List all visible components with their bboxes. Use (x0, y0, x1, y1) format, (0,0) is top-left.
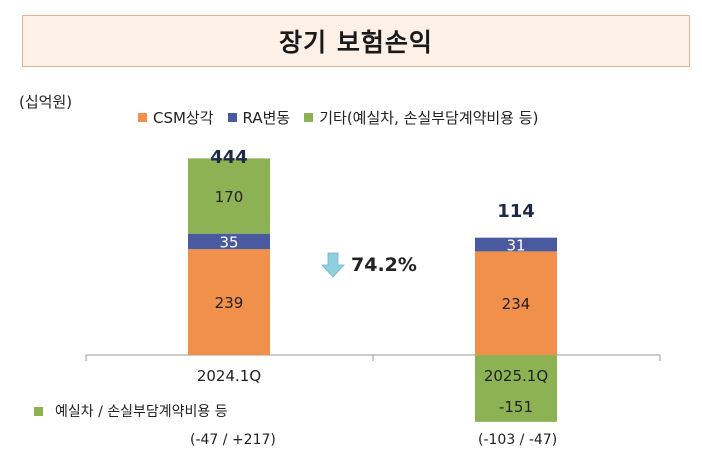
legend-label-csm: CSM상각 (153, 109, 214, 127)
legend-label-ra: RA변동 (242, 109, 291, 127)
legend-item-ra: RA변동 (227, 107, 291, 128)
data-label-0-2: 170 (215, 188, 244, 206)
total-label-1: 114 (497, 201, 535, 222)
legend-swatch-ra (227, 113, 237, 122)
data-label-0-1: 35 (219, 233, 238, 251)
bar-segment-0-1 (188, 233, 270, 250)
legend-label-other: 기타(예실차, 손실부담계약비용 등) (319, 109, 539, 127)
category-label-0: 2024.1Q (197, 367, 261, 385)
down-arrow-icon (321, 252, 345, 278)
bar-segment-1-1 (475, 237, 557, 252)
title-box: 장기 보험손익 (22, 15, 690, 67)
footnote-2024: (-47 / +217) (190, 432, 276, 448)
footnote-2025: (-103 / -47) (478, 432, 558, 448)
legend-swatch-csm (138, 113, 147, 122)
bar-segment-1-2 (475, 355, 557, 422)
bar-segment-0-0 (188, 249, 270, 355)
change-indicator: 74.2% (321, 252, 417, 278)
bar-segment-1-0 (475, 251, 557, 355)
legend-swatch-other (304, 113, 314, 122)
data-label-1-0: 234 (502, 295, 531, 313)
unit-label: (십억원) (19, 93, 73, 111)
legend-item-other: 기타(예실차, 손실부담계약비용 등) (304, 107, 538, 128)
footnote-label: 예실차 / 손실부담계약비용 등 (55, 404, 228, 420)
page-title: 장기 보험손익 (279, 28, 433, 57)
category-label-1: 2025.1Q (484, 367, 548, 385)
data-label-1-1: 31 (506, 237, 525, 255)
footnote-swatch (34, 406, 43, 416)
data-label-0-0: 239 (215, 294, 244, 312)
bar-segment-0-2 (188, 158, 270, 234)
data-label-1-2: -151 (499, 398, 533, 416)
total-label-0: 444 (210, 147, 248, 168)
change-percent: 74.2% (351, 254, 417, 276)
chart-legend: CSM상각 RA변동 기타(예실차, 손실부담계약비용 등) (138, 107, 552, 128)
footnote-legend: 예실차 / 손실부담계약비용 등 (34, 401, 228, 421)
legend-item-csm: CSM상각 (138, 107, 214, 128)
